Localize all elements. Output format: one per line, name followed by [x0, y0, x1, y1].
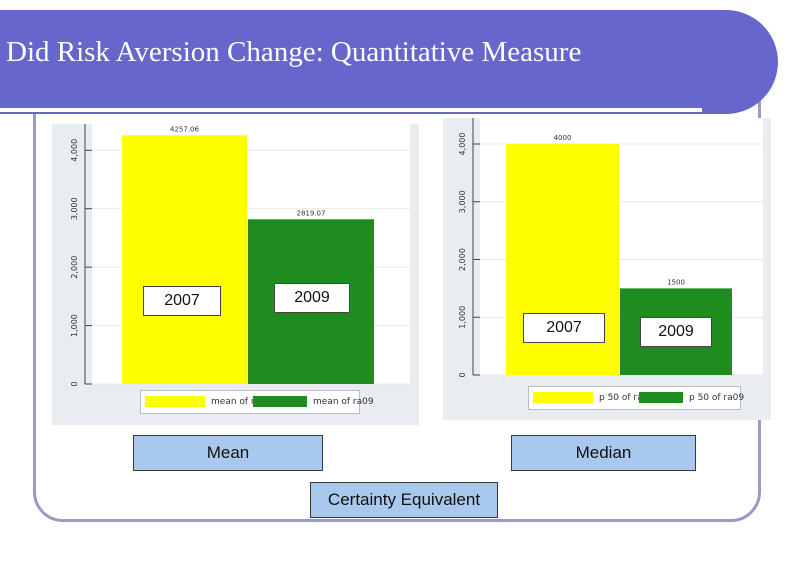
mean-chart: 0 1,000 2,000 3,000 4,000 4257.06 2819.07: [70, 124, 410, 387]
median-chart-legend: p 50 of ra06 p 50 of ra09: [528, 386, 744, 410]
legend-label: mean of ra09: [313, 396, 374, 407]
legend-item-median-ra06: p 50 of ra06: [533, 392, 654, 403]
legend-label: p 50 of ra09: [689, 392, 745, 403]
legend-label: p 50 of ra06: [599, 392, 655, 403]
y-tick-label: 1,000: [70, 314, 79, 337]
bar-2007: [122, 135, 247, 384]
legend-swatch-yellow: [533, 392, 593, 403]
bar-data-label: 1500: [667, 278, 685, 286]
title-band: Did Risk Aversion Change: Quantitative M…: [0, 10, 778, 114]
legend-swatch-green: [253, 396, 307, 407]
title-underline: [0, 108, 702, 112]
y-tick-label: 4,000: [70, 139, 79, 162]
median-chart: 0 1,000 2,000 3,000 4,000 4000 1500: [458, 118, 763, 378]
y-tick-label: 0: [70, 381, 79, 386]
y-tick-label: 2,000: [70, 256, 79, 279]
y-tick-label: 2,000: [458, 248, 467, 271]
legend-item-mean-ra09: mean of ra09: [253, 396, 374, 407]
year-label-mean-2009: 2009: [274, 283, 350, 313]
legend-label: mean of ra06: [211, 396, 272, 407]
mean-chart-legend: mean of ra06 mean of ra09: [140, 390, 374, 414]
year-label-median-2009: 2009: [640, 317, 712, 347]
y-tick-label: 3,000: [458, 190, 467, 213]
legend-item-mean-ra06: mean of ra06: [145, 396, 272, 407]
y-tick-label: 0: [458, 372, 467, 377]
bar-data-label: 2819.07: [297, 209, 326, 217]
legend-item-median-ra09: p 50 of ra09: [639, 392, 744, 403]
median-label: Median: [511, 435, 696, 471]
year-label-mean-2007: 2007: [143, 286, 221, 316]
y-tick-label: 1,000: [458, 306, 467, 329]
slide-title: Did Risk Aversion Change: Quantitative M…: [6, 36, 582, 68]
bar-data-label: 4257.06: [170, 125, 199, 133]
bar-data-label: 4000: [554, 134, 572, 142]
median-chart-panel: 0 1,000 2,000 3,000 4,000 4000 1500 p 50 of ra…: [443, 118, 771, 420]
certainty-equivalent-label: Certainty Equivalent: [310, 482, 498, 518]
legend-swatch-green: [639, 392, 683, 403]
y-tick-label: 3,000: [70, 197, 79, 220]
y-tick-label: 4,000: [458, 133, 467, 156]
year-label-median-2007: 2007: [523, 313, 605, 343]
mean-chart-panel: 0 1,000 2,000 3,000 4,000 4257.06 2819.07 mean…: [52, 124, 419, 425]
mean-label: Mean: [133, 435, 323, 471]
legend-swatch-yellow: [145, 396, 205, 407]
